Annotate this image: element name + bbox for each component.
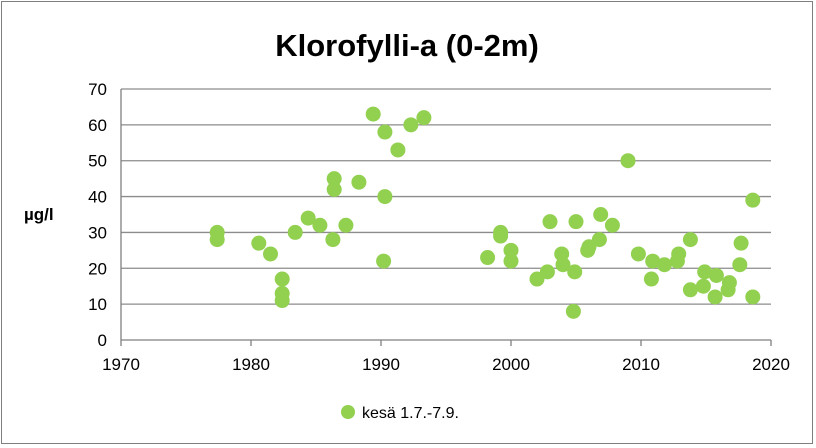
data-point (732, 257, 748, 273)
chart-title: Klorofylli-a (0-2m) (275, 28, 539, 63)
tick-labels: 0 10 20 30 40 50 60 70 1970 1980 1990 2000 2010 2020 (88, 80, 790, 374)
data-point (695, 278, 711, 294)
data-point (493, 224, 509, 240)
x-tick-label-1990: 1990 (362, 355, 400, 374)
data-point (274, 285, 290, 301)
data-point (630, 246, 646, 262)
data-point (377, 189, 393, 205)
data-point (326, 181, 342, 197)
data-point (539, 264, 555, 280)
data-point (721, 275, 737, 291)
y-tick-label-60: 60 (88, 116, 107, 135)
data-point (503, 242, 519, 258)
legend-label: kesä 1.7.-7.9. (362, 405, 459, 422)
y-tick-label-70: 70 (88, 80, 107, 99)
y-tick-label-50: 50 (88, 152, 107, 171)
data-point (376, 253, 392, 269)
legend: kesä 1.7.-7.9. (341, 405, 459, 422)
x-tick-label-2000: 2000 (492, 355, 530, 374)
data-point (403, 117, 419, 133)
data-point (263, 246, 278, 262)
data-point (645, 253, 661, 269)
y-tick-label-0: 0 (98, 331, 107, 350)
data-point (209, 224, 225, 240)
data-points (209, 106, 761, 319)
data-point (377, 124, 393, 140)
data-point (251, 235, 267, 251)
data-point (682, 232, 698, 248)
legend-marker (341, 405, 355, 419)
data-point (542, 214, 558, 230)
y-tick-label-30: 30 (88, 223, 107, 242)
x-tick-label-1970: 1970 (102, 355, 140, 374)
data-point (390, 142, 406, 158)
data-point (733, 235, 749, 251)
data-point (338, 217, 354, 233)
x-tick-label-2020: 2020 (752, 355, 790, 374)
y-tick-label-10: 10 (88, 295, 107, 314)
axes (120, 89, 772, 346)
data-point (643, 271, 659, 287)
grid-lines (121, 88, 771, 305)
data-point (745, 289, 761, 305)
data-point (604, 217, 620, 233)
data-point (568, 214, 584, 230)
data-point (365, 106, 381, 122)
x-tick-label-2010: 2010 (622, 355, 660, 374)
data-point (708, 267, 724, 283)
data-point (287, 224, 303, 240)
data-point (555, 257, 571, 273)
data-point (274, 271, 290, 287)
data-point (503, 253, 519, 269)
data-point (620, 153, 636, 169)
data-point (671, 246, 687, 262)
data-point (325, 232, 341, 248)
data-point (351, 174, 367, 190)
y-tick-label-40: 40 (88, 188, 107, 207)
data-point (312, 217, 328, 233)
data-point (480, 250, 496, 266)
data-point (697, 264, 713, 280)
data-point (656, 257, 672, 273)
y-tick-label-20: 20 (88, 259, 107, 278)
y-axis-label: µg/l (24, 205, 54, 224)
data-point (300, 210, 316, 226)
data-point (745, 192, 761, 208)
scatter-chart: Klorofylli-a (0-2m) µg/l 0 10 20 30 40 50 60 70… (24, 28, 790, 422)
data-point (591, 232, 607, 248)
data-point (565, 303, 581, 319)
data-point (416, 110, 432, 126)
data-point (326, 171, 342, 187)
data-point (682, 282, 698, 298)
data-point (593, 207, 609, 222)
data-point (567, 264, 583, 280)
data-point (707, 289, 723, 305)
x-tick-label-1980: 1980 (232, 355, 270, 374)
